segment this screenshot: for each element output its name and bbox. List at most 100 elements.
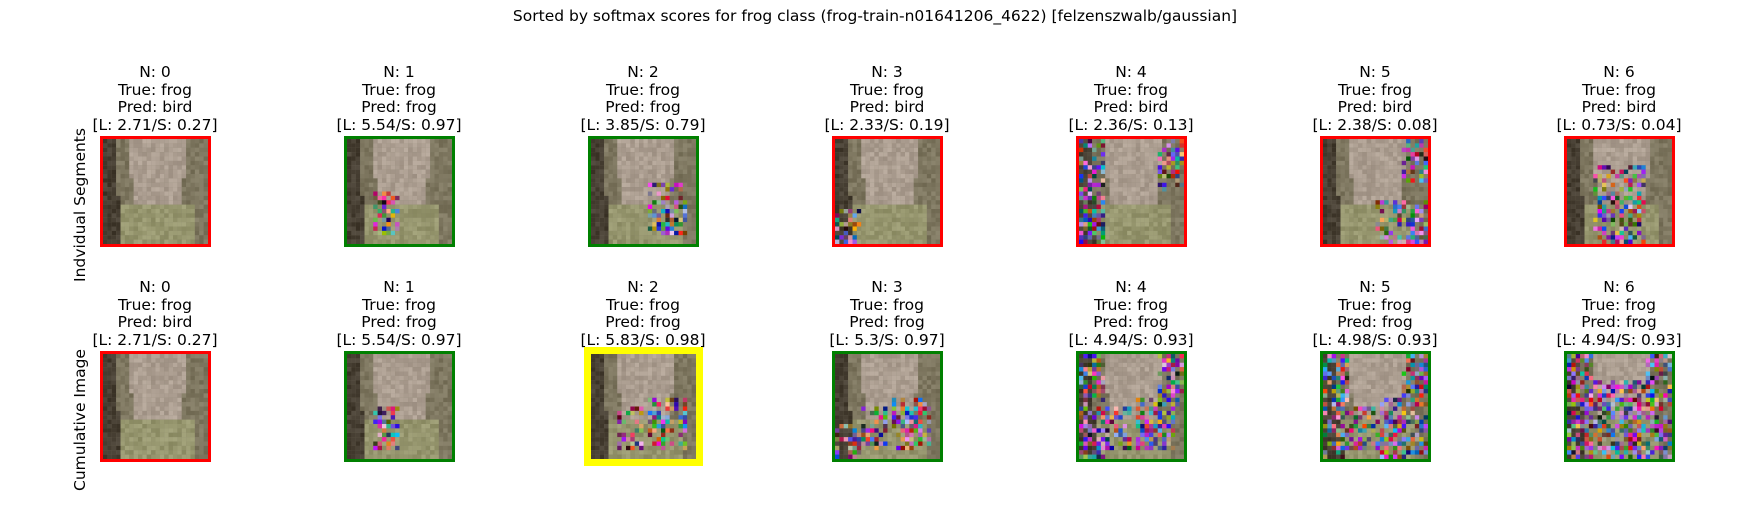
cell-n-label: N: 1 xyxy=(289,279,509,297)
cell-score-label: [L: 0.73/S: 0.04] xyxy=(1509,117,1729,135)
cell-n-label: N: 2 xyxy=(533,64,753,82)
segment-image-pixels xyxy=(1567,139,1672,244)
segment-image xyxy=(100,351,211,462)
segment-image-pixels xyxy=(1079,354,1184,459)
cell-n-label: N: 0 xyxy=(45,279,265,297)
cell-pred-label: Pred: bird xyxy=(45,99,265,117)
cell-n-label: N: 0 xyxy=(45,64,265,82)
cell-pred-label: Pred: bird xyxy=(1021,99,1241,117)
cell-score-label: [L: 2.38/S: 0.08] xyxy=(1265,117,1485,135)
figure: Sorted by softmax scores for frog class … xyxy=(0,0,1750,500)
segment-image-pixels xyxy=(347,139,452,244)
segment-image-pixels xyxy=(347,354,452,459)
cell-score-label: [L: 5.54/S: 0.97] xyxy=(289,332,509,350)
cell-score-label: [L: 4.98/S: 0.93] xyxy=(1265,332,1485,350)
cell-true-label: True: frog xyxy=(1265,82,1485,100)
cell-score-label: [L: 2.36/S: 0.13] xyxy=(1021,117,1241,135)
segment-image xyxy=(1564,351,1675,462)
cell-true-label: True: frog xyxy=(533,82,753,100)
figure-title: Sorted by softmax scores for frog class … xyxy=(0,6,1750,26)
segment-image xyxy=(1320,136,1431,247)
segment-image xyxy=(588,136,699,247)
segment-image-pixels xyxy=(835,139,940,244)
cell-pred-label: Pred: frog xyxy=(1021,314,1241,332)
cell-n-label: N: 5 xyxy=(1265,64,1485,82)
segment-image xyxy=(832,136,943,247)
cell-score-label: [L: 2.71/S: 0.27] xyxy=(45,117,265,135)
cell-true-label: True: frog xyxy=(1265,297,1485,315)
cell-true-label: True: frog xyxy=(289,82,509,100)
cell-pred-label: Pred: bird xyxy=(45,314,265,332)
segment-image xyxy=(1320,351,1431,462)
cell-pred-label: Pred: bird xyxy=(777,99,997,117)
cell-score-label: [L: 5.54/S: 0.97] xyxy=(289,117,509,135)
cell-true-label: True: frog xyxy=(289,297,509,315)
segment-image xyxy=(1564,136,1675,247)
cell-n-label: N: 3 xyxy=(777,279,997,297)
segment-image xyxy=(832,351,943,462)
cell-true-label: True: frog xyxy=(777,297,997,315)
segment-image xyxy=(344,351,455,462)
segment-image xyxy=(344,136,455,247)
cell-true-label: True: frog xyxy=(45,297,265,315)
cell-pred-label: Pred: frog xyxy=(289,314,509,332)
cell-score-label: [L: 2.33/S: 0.19] xyxy=(777,117,997,135)
cell-pred-label: Pred: frog xyxy=(777,314,997,332)
cell-pred-label: Pred: bird xyxy=(1265,99,1485,117)
cell-score-label: [L: 4.94/S: 0.93] xyxy=(1021,332,1241,350)
cell-pred-label: Pred: frog xyxy=(289,99,509,117)
cell-n-label: N: 2 xyxy=(533,279,753,297)
row-label-cumulative-image: Cumulative Image xyxy=(70,325,90,515)
cell-n-label: N: 1 xyxy=(289,64,509,82)
cell-true-label: True: frog xyxy=(1021,82,1241,100)
cell-n-label: N: 4 xyxy=(1021,279,1241,297)
cell-true-label: True: frog xyxy=(1509,297,1729,315)
cell-pred-label: Pred: bird xyxy=(1509,99,1729,117)
cell-pred-label: Pred: frog xyxy=(533,314,753,332)
cell-score-label: [L: 2.71/S: 0.27] xyxy=(45,332,265,350)
cell-pred-label: Pred: frog xyxy=(1509,314,1729,332)
cell-true-label: True: frog xyxy=(1509,82,1729,100)
cell-true-label: True: frog xyxy=(777,82,997,100)
segment-image-pixels xyxy=(1323,354,1428,459)
segment-image-pixels xyxy=(103,139,208,244)
cell-score-label: [L: 4.94/S: 0.93] xyxy=(1509,332,1729,350)
segment-image xyxy=(584,347,703,466)
cell-n-label: N: 6 xyxy=(1509,279,1729,297)
cell-score-label: [L: 3.85/S: 0.79] xyxy=(533,117,753,135)
cell-score-label: [L: 5.3/S: 0.97] xyxy=(777,332,997,350)
segment-image-pixels xyxy=(103,354,208,459)
segment-image xyxy=(100,136,211,247)
cell-true-label: True: frog xyxy=(533,297,753,315)
cell-true-label: True: frog xyxy=(45,82,265,100)
segment-image-pixels xyxy=(591,354,696,459)
cell-n-label: N: 6 xyxy=(1509,64,1729,82)
segment-image-pixels xyxy=(1567,354,1672,459)
cell-n-label: N: 5 xyxy=(1265,279,1485,297)
segment-image-pixels xyxy=(1079,139,1184,244)
segment-image-pixels xyxy=(591,139,696,244)
segment-image xyxy=(1076,351,1187,462)
cell-pred-label: Pred: frog xyxy=(533,99,753,117)
segment-image-pixels xyxy=(1323,139,1428,244)
cell-true-label: True: frog xyxy=(1021,297,1241,315)
cell-pred-label: Pred: frog xyxy=(1265,314,1485,332)
row-label-individual-segments: Indvidual Segments xyxy=(70,110,90,300)
cell-n-label: N: 3 xyxy=(777,64,997,82)
segment-image-pixels xyxy=(835,354,940,459)
cell-n-label: N: 4 xyxy=(1021,64,1241,82)
segment-image xyxy=(1076,136,1187,247)
